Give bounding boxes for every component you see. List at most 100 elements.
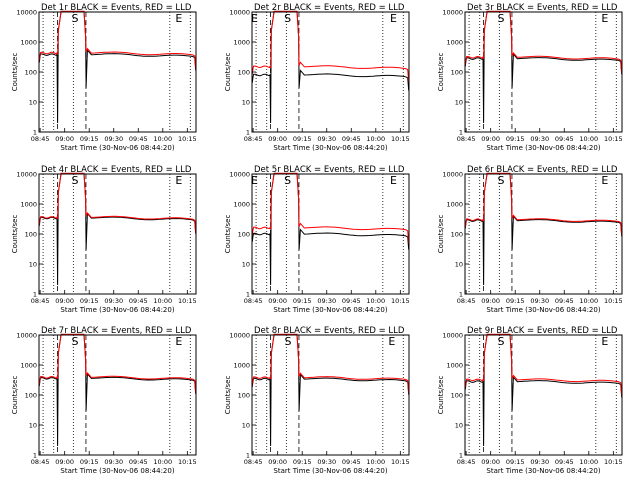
x-tick-label: 09:30 (104, 297, 123, 305)
x-axis-label: Start Time (30-Nov-06 08:44:20) (486, 467, 600, 475)
y-tick-label: 1 (33, 129, 37, 137)
x-tick-label: 10:15 (178, 458, 197, 466)
marker-label: S (71, 335, 78, 348)
y-tick-label: 1 (246, 291, 250, 299)
x-tick-label: 09:00 (55, 297, 74, 305)
lld-series-line (251, 333, 410, 394)
x-tick-label: 10:00 (579, 458, 598, 466)
events-series-line (464, 172, 623, 286)
x-tick-label: 10:15 (178, 135, 197, 143)
y-tick-label: 1 (246, 452, 250, 460)
y-tick-label: 10 (29, 99, 37, 107)
panel-title: Det 2r BLACK = Events, RED = LLD (254, 3, 405, 13)
x-tick-label: 09:15 (293, 297, 312, 305)
y-tick-label: 1 (246, 129, 250, 137)
y-tick-label: 1000 (233, 362, 250, 370)
x-tick-label: 10:00 (153, 297, 172, 305)
panel-title: Det 7r BLACK = Events, RED = LLD (41, 326, 192, 336)
plot-frame (464, 173, 623, 295)
x-tick-label: 09:00 (268, 458, 287, 466)
y-tick-label: 1000 (446, 362, 463, 370)
panel-title: Det 5r BLACK = Events, RED = LLD (254, 165, 405, 175)
panel-title: Det 3r BLACK = Events, RED = LLD (467, 3, 618, 13)
lld-series-line (464, 333, 623, 396)
x-tick-label: 09:15 (506, 297, 525, 305)
marker-label: E (175, 335, 182, 348)
x-tick-label: 08:45 (244, 135, 263, 143)
y-tick-label: 10000 (442, 9, 463, 17)
x-axis-label: Start Time (30-Nov-06 08:44:20) (60, 144, 174, 152)
marker-label: S (284, 335, 291, 348)
x-tick-label: 09:00 (481, 297, 500, 305)
plot-frame (464, 334, 623, 456)
x-tick-label: 10:00 (366, 297, 385, 305)
marker-label: E (251, 12, 258, 25)
y-tick-label: 10000 (229, 171, 250, 179)
x-tick-label: 09:45 (555, 135, 574, 143)
x-tick-label: 08:45 (244, 458, 263, 466)
y-tick-label: 10 (242, 422, 250, 430)
y-tick-label: 1 (33, 452, 37, 460)
x-tick-label: 09:15 (293, 458, 312, 466)
y-axis-label: Counts/sec (437, 376, 445, 415)
panel-title: Det 8r BLACK = Events, RED = LLD (254, 326, 405, 336)
x-tick-label: 09:45 (342, 297, 361, 305)
events-series-line (251, 333, 410, 447)
x-tick-label: 09:00 (268, 297, 287, 305)
x-axis-label: Start Time (30-Nov-06 08:44:20) (486, 306, 600, 314)
y-tick-label: 1000 (20, 362, 37, 370)
x-tick-label: 09:45 (342, 135, 361, 143)
x-axis-label: Start Time (30-Nov-06 08:44:20) (273, 306, 387, 314)
x-tick-label: 09:45 (129, 135, 148, 143)
plot-frame (251, 11, 410, 133)
y-tick-label: 10000 (442, 171, 463, 179)
panel-title: Det 6r BLACK = Events, RED = LLD (467, 165, 618, 175)
y-tick-label: 100 (25, 69, 37, 77)
y-tick-label: 100 (451, 69, 463, 77)
x-tick-label: 09:45 (129, 458, 148, 466)
marker-label: E (175, 12, 182, 25)
y-tick-label: 100 (238, 392, 250, 400)
y-axis-label: Counts/sec (224, 376, 232, 415)
x-tick-label: 09:00 (268, 135, 287, 143)
lld-series-line (464, 172, 623, 236)
events-series-line (38, 333, 197, 447)
y-tick-label: 100 (25, 392, 37, 400)
x-tick-label: 09:30 (317, 458, 336, 466)
marker-label: S (497, 174, 504, 187)
y-tick-label: 10 (455, 261, 463, 269)
y-tick-label: 1000 (233, 39, 250, 47)
x-tick-label: 09:30 (104, 135, 123, 143)
x-tick-label: 08:45 (31, 297, 50, 305)
marker-label: S (284, 12, 291, 25)
marker-label: E (175, 174, 182, 187)
marker-label: S (284, 174, 291, 187)
marker-label: E (388, 335, 395, 348)
panel-title: Det 9r BLACK = Events, RED = LLD (467, 326, 618, 336)
y-tick-label: 100 (451, 392, 463, 400)
y-tick-label: 1000 (20, 201, 37, 209)
y-tick-label: 100 (25, 231, 37, 239)
y-axis-label: Counts/sec (224, 215, 232, 254)
x-tick-label: 08:45 (457, 458, 476, 466)
y-tick-label: 10000 (229, 332, 250, 340)
x-tick-label: 10:15 (391, 135, 410, 143)
x-tick-label: 10:15 (178, 297, 197, 305)
x-tick-label: 09:15 (506, 135, 525, 143)
y-axis-label: Counts/sec (437, 215, 445, 254)
y-tick-label: 100 (238, 69, 250, 77)
events-series-line (464, 10, 623, 124)
marker-label: E (601, 12, 608, 25)
x-tick-label: 09:30 (530, 135, 549, 143)
lld-series-line (251, 172, 410, 244)
marker-label: E (251, 174, 258, 187)
y-tick-label: 10000 (442, 332, 463, 340)
events-series-line (38, 10, 197, 124)
x-tick-label: 10:00 (153, 458, 172, 466)
events-series-line (38, 172, 197, 286)
y-tick-label: 1000 (20, 39, 37, 47)
x-tick-label: 09:30 (530, 458, 549, 466)
